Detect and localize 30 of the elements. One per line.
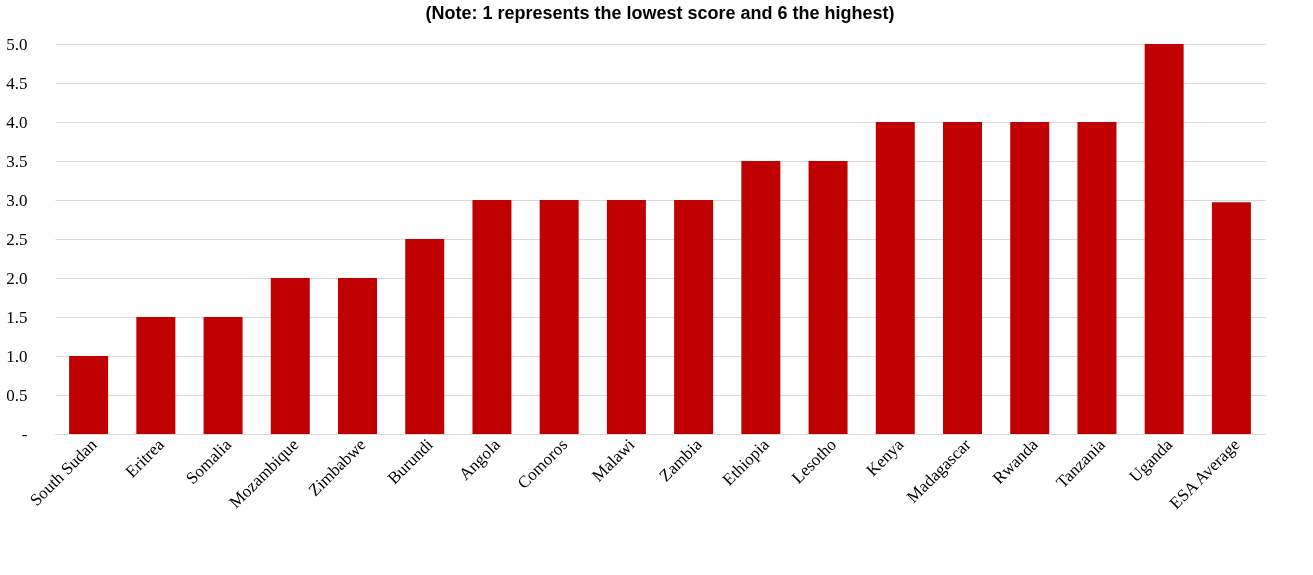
bar xyxy=(1010,122,1050,434)
bar xyxy=(270,278,310,434)
y-tick-label: 5.0 xyxy=(6,34,28,54)
y-tick-label: 3.0 xyxy=(6,190,28,210)
bar xyxy=(539,200,579,434)
bar xyxy=(943,122,982,434)
y-tick-label: 2.0 xyxy=(6,268,28,288)
bar xyxy=(69,356,109,434)
bar xyxy=(203,317,243,434)
y-tick-label: 0.5 xyxy=(6,385,28,405)
bar xyxy=(808,161,848,434)
bar xyxy=(1144,44,1184,434)
y-tick-label: 3.5 xyxy=(6,151,28,171)
y-tick-label: - xyxy=(21,424,28,444)
bar xyxy=(1077,122,1117,434)
y-tick-label: 1.0 xyxy=(6,346,28,366)
bar xyxy=(338,278,377,434)
y-tick-label: 2.5 xyxy=(6,229,28,249)
bar xyxy=(741,161,781,434)
chart-title: (Note: 1 represents the lowest score and 6 the highest) xyxy=(425,3,895,23)
bar xyxy=(674,200,714,434)
bar xyxy=(405,239,445,434)
y-tick-label: 1.5 xyxy=(6,307,28,327)
bar xyxy=(136,317,176,434)
y-tick-label: 4.5 xyxy=(6,73,28,93)
bar xyxy=(472,200,512,434)
y-tick-label: 4.0 xyxy=(6,112,28,132)
bar xyxy=(875,122,915,434)
bar xyxy=(606,200,646,434)
bar xyxy=(1211,202,1251,434)
